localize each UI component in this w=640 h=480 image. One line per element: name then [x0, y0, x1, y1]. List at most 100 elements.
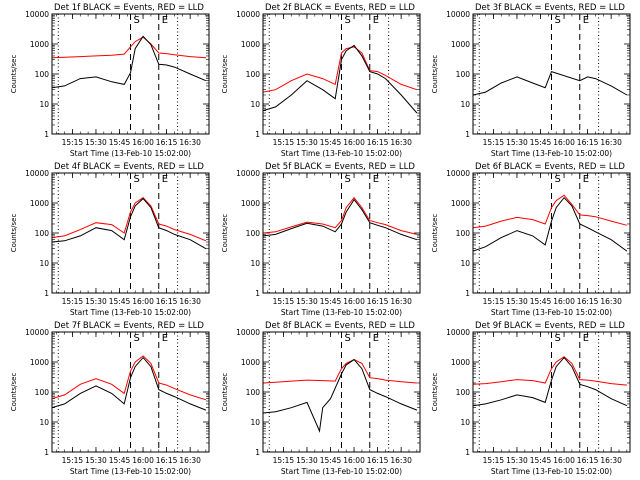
y-axis-label: Counts/sec [10, 373, 18, 412]
y-tick-label: 10 [39, 418, 49, 427]
y-tick-label: 1000 [241, 358, 260, 367]
x-tick-label: 16:00 [343, 456, 365, 465]
y-axis-label: Counts/sec [431, 55, 439, 94]
y-axis-label: Counts/sec [221, 55, 229, 94]
plot-frame [51, 331, 210, 453]
x-tick-label: 15:45 [109, 138, 131, 147]
marker-s: S [134, 174, 140, 185]
x-tick-label: 16:00 [132, 297, 154, 306]
panel-title: Det 1f BLACK = Events, RED = LLD [54, 3, 204, 13]
y-tick-label: 100 [35, 70, 50, 79]
x-tick-label: 15:45 [530, 297, 552, 306]
y-tick-label: 10000 [25, 10, 49, 19]
marker-e: E [583, 174, 589, 185]
x-tick-label: 15:45 [530, 456, 552, 465]
x-axis-label: Start Time (13-Feb-10 15:02:00) [281, 467, 402, 476]
marker-s: S [555, 333, 561, 344]
y-tick-label: 10 [460, 259, 470, 268]
x-tick-label: 15:30 [85, 456, 107, 465]
plot-frame [472, 13, 631, 135]
marker-e: E [162, 15, 168, 26]
marker-e: E [373, 333, 379, 344]
panel-title: Det 7f BLACK = Events, RED = LLD [54, 321, 204, 331]
y-axis-label: Counts/sec [10, 214, 18, 253]
plot-frame [262, 13, 421, 135]
y-tick-label: 1000 [30, 358, 49, 367]
plot-frame [262, 172, 421, 294]
y-tick-label: 1 [255, 289, 260, 298]
x-tick-label: 16:15 [577, 456, 599, 465]
y-axis-label: Counts/sec [431, 373, 439, 412]
panel-det-5: Det 5f BLACK = Events, RED = LLD Counts/s… [221, 162, 421, 317]
x-tick-label: 15:15 [483, 297, 505, 306]
y-tick-label: 100 [246, 388, 261, 397]
x-tick-label: 16:15 [367, 138, 389, 147]
x-tick-label: 16:00 [553, 297, 575, 306]
plot-frame [51, 13, 210, 135]
y-tick-label: 1000 [30, 199, 49, 208]
y-tick-label: 100 [456, 70, 471, 79]
y-tick-label: 1000 [241, 40, 260, 49]
x-tick-label: 15:45 [320, 138, 342, 147]
panel-det-4: Det 4f BLACK = Events, RED = LLD Counts/s… [10, 162, 210, 317]
x-axis-label: Start Time (13-Feb-10 15:02:00) [491, 308, 612, 317]
x-axis-label: Start Time (13-Feb-10 15:02:00) [491, 149, 612, 158]
marker-s: S [555, 15, 561, 26]
panel-det-8: Det 8f BLACK = Events, RED = LLD Counts/s… [221, 321, 421, 476]
series-line-black [52, 197, 207, 250]
panel-det-1: Det 1f BLACK = Events, RED = LLD Counts/s… [10, 3, 210, 158]
y-tick-label: 10000 [446, 328, 470, 337]
x-tick-label: 16:15 [577, 138, 599, 147]
x-tick-label: 15:45 [109, 456, 131, 465]
x-axis-label: Start Time (13-Feb-10 15:02:00) [491, 467, 612, 476]
y-tick-label: 1 [465, 448, 470, 457]
y-tick-label: 100 [456, 229, 471, 238]
marker-s: S [134, 333, 140, 344]
x-tick-label: 15:15 [273, 456, 295, 465]
y-axis-label: Counts/sec [431, 214, 439, 253]
y-tick-label: 1000 [451, 358, 470, 367]
x-tick-label: 16:00 [132, 456, 154, 465]
y-axis-label: Counts/sec [221, 214, 229, 253]
y-tick-label: 10000 [25, 328, 49, 337]
y-tick-label: 100 [35, 388, 50, 397]
x-tick-label: 16:30 [390, 138, 412, 147]
series-line-black [263, 198, 418, 241]
x-tick-label: 15:15 [62, 138, 84, 147]
x-tick-label: 16:15 [577, 297, 599, 306]
panel-title: Det 5f BLACK = Events, RED = LLD [265, 162, 415, 172]
marker-s: S [345, 174, 351, 185]
y-tick-label: 10000 [236, 10, 260, 19]
panel-title: Det 4f BLACK = Events, RED = LLD [54, 162, 204, 172]
series-line-red [263, 46, 418, 93]
y-axis-label: Counts/sec [10, 55, 18, 94]
x-axis-label: Start Time (13-Feb-10 15:02:00) [70, 467, 191, 476]
y-tick-label: 10 [460, 100, 470, 109]
series-line-red [52, 36, 206, 59]
x-tick-label: 16:00 [343, 138, 365, 147]
y-tick-label: 10 [39, 100, 49, 109]
x-axis-label: Start Time (13-Feb-10 15:02:00) [70, 149, 191, 158]
series-line-red [52, 197, 207, 242]
y-tick-label: 100 [246, 70, 261, 79]
x-tick-label: 16:15 [156, 138, 178, 147]
y-tick-label: 100 [456, 388, 471, 397]
plot-frame [262, 331, 421, 453]
panel-title: Det 6f BLACK = Events, RED = LLD [475, 162, 625, 172]
x-tick-label: 15:30 [296, 456, 318, 465]
y-tick-label: 1000 [241, 199, 260, 208]
x-tick-label: 15:45 [530, 138, 552, 147]
x-tick-label: 15:45 [320, 456, 342, 465]
y-tick-label: 10000 [25, 169, 49, 178]
x-tick-label: 15:15 [273, 297, 295, 306]
marker-e: E [583, 15, 589, 26]
y-tick-label: 1000 [30, 40, 49, 49]
marker-e: E [373, 174, 379, 185]
y-tick-label: 10 [250, 418, 260, 427]
x-tick-label: 16:00 [553, 138, 575, 147]
x-tick-label: 15:30 [85, 138, 107, 147]
plot-frame [472, 331, 631, 453]
series-line-red [473, 356, 627, 386]
x-tick-label: 15:15 [483, 138, 505, 147]
panel-det-9: Det 9f BLACK = Events, RED = LLD Counts/s… [431, 321, 631, 476]
